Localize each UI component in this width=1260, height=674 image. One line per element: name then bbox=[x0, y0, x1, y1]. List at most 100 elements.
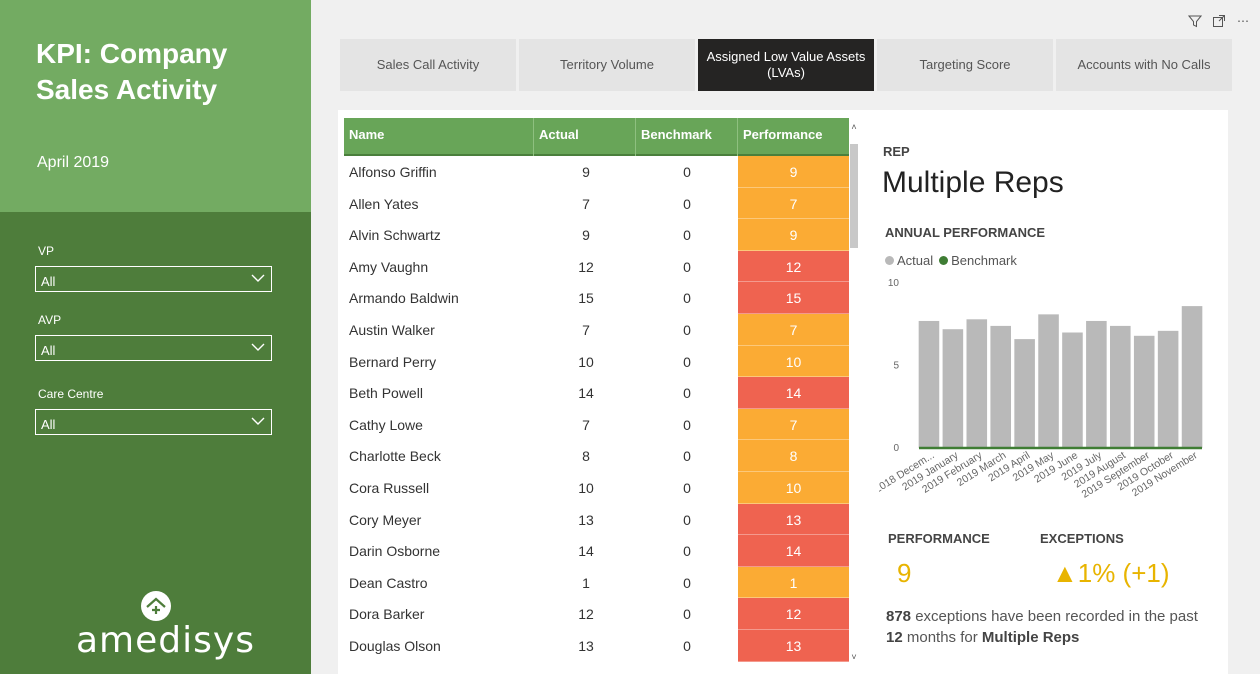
bar-actual[interactable] bbox=[1086, 320, 1107, 448]
more-options-icon[interactable]: ⋯ bbox=[1237, 14, 1249, 28]
tab-territory-volume[interactable]: Territory Volume bbox=[519, 39, 695, 91]
cell-name: Cathy Lowe bbox=[349, 416, 423, 433]
tab-accounts-no-calls[interactable]: Accounts with No Calls bbox=[1056, 39, 1232, 91]
table-row[interactable]: Douglas Olson 13 0 13 bbox=[344, 629, 849, 662]
cell-name: Charlotte Beck bbox=[349, 448, 441, 465]
report-title: KPI: Company Sales Activity bbox=[36, 38, 228, 105]
cell-performance: 1 bbox=[738, 566, 849, 599]
table-row[interactable]: Alvin Schwartz 9 0 9 bbox=[344, 219, 849, 251]
cell-actual: 10 bbox=[578, 479, 594, 496]
table-row[interactable]: Bernard Perry 10 0 10 bbox=[344, 345, 849, 378]
table-row[interactable]: Dean Castro 1 0 1 bbox=[344, 566, 849, 599]
legend-dot-actual bbox=[885, 256, 894, 265]
exceptions-value: ▲1% (+1) bbox=[1052, 558, 1170, 588]
cell-actual: 8 bbox=[582, 448, 590, 465]
table-row[interactable]: Alfonso Griffin 9 0 9 bbox=[344, 156, 849, 188]
scrollbar-thumb[interactable] bbox=[850, 144, 858, 248]
cell-name: Allen Yates bbox=[349, 195, 419, 212]
bar-actual[interactable] bbox=[1014, 339, 1035, 448]
bar-actual[interactable] bbox=[990, 325, 1011, 448]
filter-icon[interactable] bbox=[1186, 12, 1204, 30]
table-scrollbar[interactable]: ˄ ˅ bbox=[849, 118, 859, 666]
tab-assigned-lvas[interactable]: Assigned Low Value Assets (LVAs) bbox=[698, 39, 874, 91]
legend-item-benchmark[interactable]: Benchmark bbox=[939, 253, 1017, 268]
table-row[interactable]: Cathy Lowe 7 0 7 bbox=[344, 408, 849, 441]
cell-benchmark: 0 bbox=[683, 385, 691, 402]
bar-actual[interactable] bbox=[1062, 332, 1083, 449]
table-row[interactable]: Cory Meyer 13 0 13 bbox=[344, 503, 849, 536]
bar-actual[interactable] bbox=[942, 329, 964, 448]
sidebar: KPI: Company Sales Activity April 2019 V… bbox=[0, 0, 311, 674]
column-header-name[interactable]: Name bbox=[344, 118, 534, 156]
cell-name: Bernard Perry bbox=[349, 353, 437, 370]
column-header-performance[interactable]: Performance bbox=[743, 127, 823, 142]
cell-benchmark: 0 bbox=[683, 637, 691, 654]
cell-benchmark: 0 bbox=[683, 543, 691, 560]
table-row[interactable]: Charlotte Beck 8 0 8 bbox=[344, 440, 849, 472]
bar-actual[interactable] bbox=[1181, 306, 1203, 448]
cell-name: Cora Russell bbox=[349, 479, 430, 496]
cell-performance: 7 bbox=[738, 313, 849, 346]
scroll-down-icon[interactable]: ˅ bbox=[851, 652, 857, 662]
cell-actual: 13 bbox=[578, 637, 594, 654]
table-row[interactable]: Cora Russell 10 0 10 bbox=[344, 471, 849, 504]
table-row[interactable]: Beth Powell 14 0 14 bbox=[344, 377, 849, 409]
cell-performance: 9 bbox=[738, 156, 849, 188]
bar-actual[interactable] bbox=[966, 319, 988, 448]
cell-performance: 10 bbox=[738, 471, 849, 504]
table-row[interactable]: Armando Baldwin 15 0 15 bbox=[344, 282, 849, 314]
filter-care-centre-dropdown[interactable]: All bbox=[35, 409, 272, 435]
cell-performance: 14 bbox=[738, 535, 849, 567]
cell-performance: 8 bbox=[738, 440, 849, 472]
cell-actual: 10 bbox=[578, 353, 594, 370]
table-body: Alfonso Griffin 9 0 9 Allen Yates 7 0 7 Alvin Sc… bbox=[344, 156, 849, 662]
filter-label-care-centre: Care Centre bbox=[38, 387, 104, 401]
legend-item-actual[interactable]: Actual bbox=[885, 253, 933, 268]
table-row[interactable]: Amy Vaughn 12 0 12 bbox=[344, 250, 849, 283]
chevron-down-icon bbox=[251, 343, 265, 351]
y-tick-label: 5 bbox=[893, 361, 899, 372]
cell-actual: 9 bbox=[582, 227, 590, 244]
cell-performance: 10 bbox=[738, 345, 849, 378]
focus-mode-icon[interactable] bbox=[1210, 12, 1228, 30]
cell-actual: 12 bbox=[578, 258, 594, 275]
table-row[interactable]: Dora Barker 12 0 12 bbox=[344, 598, 849, 630]
chevron-down-icon bbox=[251, 417, 265, 425]
cell-actual: 15 bbox=[578, 290, 594, 307]
filter-avp-dropdown[interactable]: All bbox=[35, 335, 272, 361]
cell-benchmark: 0 bbox=[683, 227, 691, 244]
filter-label-vp: VP bbox=[38, 244, 55, 258]
column-header-actual[interactable]: Actual bbox=[534, 118, 636, 156]
rep-performance-table: Name Actual Benchmark Performance Alfons… bbox=[344, 118, 849, 674]
filter-vp-dropdown[interactable]: All bbox=[35, 266, 272, 292]
cell-performance: 9 bbox=[738, 219, 849, 251]
chart-legend: Actual Benchmark bbox=[885, 253, 1017, 268]
cell-name: Cory Meyer bbox=[349, 511, 422, 528]
page-tabs: Sales Call Activity Territory Volume Ass… bbox=[340, 39, 1232, 91]
bar-actual[interactable] bbox=[1157, 330, 1179, 448]
cell-actual: 7 bbox=[582, 195, 590, 212]
cell-benchmark: 0 bbox=[683, 353, 691, 370]
scroll-up-icon[interactable]: ˄ bbox=[851, 122, 857, 132]
cell-name: Amy Vaughn bbox=[349, 258, 429, 275]
cell-performance: 7 bbox=[738, 187, 849, 220]
tab-targeting-score[interactable]: Targeting Score bbox=[877, 39, 1053, 91]
bar-actual[interactable] bbox=[1110, 325, 1131, 448]
cell-benchmark: 0 bbox=[683, 448, 691, 465]
bar-actual[interactable] bbox=[1133, 335, 1155, 448]
table-row[interactable]: Austin Walker 7 0 7 bbox=[344, 313, 849, 346]
bar-actual[interactable] bbox=[1038, 314, 1059, 448]
column-header-benchmark[interactable]: Benchmark bbox=[636, 118, 738, 156]
cell-name: Douglas Olson bbox=[349, 637, 441, 654]
table-row[interactable]: Darin Osborne 14 0 14 bbox=[344, 535, 849, 567]
cell-name: Alvin Schwartz bbox=[349, 227, 441, 244]
bar-actual[interactable] bbox=[918, 320, 940, 448]
exceptions-label: EXCEPTIONS bbox=[1040, 531, 1124, 546]
y-tick-label: 0 bbox=[893, 443, 899, 454]
tab-sales-call-activity[interactable]: Sales Call Activity bbox=[340, 39, 516, 91]
cell-benchmark: 0 bbox=[683, 574, 691, 591]
cell-name: Dean Castro bbox=[349, 574, 428, 591]
table-row[interactable]: Allen Yates 7 0 7 bbox=[344, 187, 849, 220]
report-date: April 2019 bbox=[37, 154, 110, 171]
exceptions-summary: 878 exceptions have been recorded in the… bbox=[886, 608, 1198, 646]
